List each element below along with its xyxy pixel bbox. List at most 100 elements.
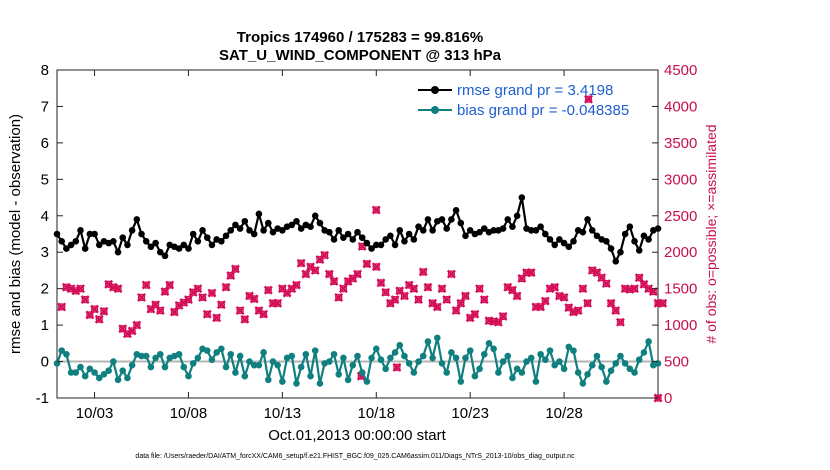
circle-marker xyxy=(208,289,216,297)
bias-point xyxy=(128,361,136,369)
rmse-point xyxy=(551,241,559,249)
bias-point xyxy=(288,352,296,360)
obs-count-marker xyxy=(578,284,588,294)
obs-count-series xyxy=(57,94,668,403)
rmse-point xyxy=(382,236,389,243)
rmse-point xyxy=(457,219,465,227)
rmse-point xyxy=(227,227,235,234)
bias-point xyxy=(189,360,197,367)
bias-point xyxy=(236,352,244,360)
circle-marker xyxy=(330,277,338,286)
bias-point xyxy=(100,371,108,378)
rmse-point xyxy=(161,252,169,260)
rmse-point xyxy=(635,247,643,254)
rmse-series xyxy=(53,194,662,265)
axes: -1 0 1 2 3 4 5 6 7 8 0 500 1000 1500 2000 2500 3000 3500 4… xyxy=(36,62,698,422)
obs-count-marker xyxy=(301,269,311,279)
obs-count-marker xyxy=(169,307,179,317)
y2-tick-label: 4000 xyxy=(664,98,697,115)
y-tick-label: 4 xyxy=(41,208,49,225)
rmse-point xyxy=(81,245,89,252)
bias-point xyxy=(419,352,427,360)
bias-point xyxy=(532,378,540,385)
bias-point xyxy=(95,374,103,382)
circle-marker xyxy=(419,268,427,276)
bias-point xyxy=(142,352,150,360)
rmse-point xyxy=(499,225,507,232)
obs-count-marker xyxy=(409,284,419,294)
bias-point xyxy=(612,360,620,367)
rmse-point xyxy=(391,241,399,249)
circle-marker xyxy=(574,306,582,315)
obs-count-marker xyxy=(526,268,536,278)
circle-marker xyxy=(278,284,287,293)
circle-marker xyxy=(320,251,329,259)
legend-rmse-label: rmse grand pr = 3.4198 xyxy=(457,82,613,99)
circle-marker xyxy=(283,289,291,297)
obs-count-marker xyxy=(451,306,461,315)
bias-point xyxy=(617,352,624,360)
bias-point xyxy=(91,369,98,376)
bias-point xyxy=(227,350,235,358)
obs-count-marker xyxy=(432,302,442,312)
circle-marker xyxy=(273,299,282,307)
rmse-point xyxy=(593,232,601,240)
circle-marker xyxy=(161,287,169,296)
y-axis-label: rmse and bias (model - observation) xyxy=(7,114,24,354)
circle-marker xyxy=(194,284,202,293)
circle-marker xyxy=(508,286,517,294)
rmse-point xyxy=(504,216,512,223)
bias-point xyxy=(161,363,169,371)
bias-point xyxy=(194,354,202,362)
bias-point xyxy=(241,372,249,380)
rmse-point xyxy=(175,245,183,252)
rmse-point xyxy=(518,194,526,201)
obs-count-marker xyxy=(601,279,611,289)
y2-tick-label: 1500 xyxy=(664,281,697,298)
circle-marker xyxy=(518,274,526,283)
bias-point xyxy=(307,372,314,380)
bias-point xyxy=(485,340,493,347)
circle-marker xyxy=(231,265,240,273)
bias-point xyxy=(260,349,267,356)
bias-point xyxy=(368,354,375,362)
rmse-point xyxy=(335,227,343,234)
obs-count-marker xyxy=(371,205,381,215)
bias-point xyxy=(513,365,521,373)
rmse-point xyxy=(354,228,361,236)
rmse-point xyxy=(621,230,629,238)
bias-point xyxy=(58,347,65,354)
obs-count-marker xyxy=(184,295,193,305)
bias-point xyxy=(626,365,634,373)
bias-point xyxy=(560,365,568,373)
bias-point xyxy=(114,376,122,384)
rmse-point xyxy=(452,207,460,214)
circle-marker xyxy=(151,301,160,309)
obs-count-marker xyxy=(512,291,522,301)
obs-count-marker xyxy=(259,309,269,319)
obs-count-marker xyxy=(414,295,423,305)
bias-point xyxy=(63,350,70,358)
bias-point xyxy=(570,347,577,354)
data-file-footer: data file: /Users/raeder/DAI/ATM_forcXX/… xyxy=(135,453,575,460)
bias-point xyxy=(401,352,408,360)
rmse-point xyxy=(297,225,305,232)
circle-marker xyxy=(119,325,127,333)
obs-count-marker xyxy=(320,250,330,260)
obs-count-marker xyxy=(338,284,348,294)
chart-title: Tropics 174960 / 175283 = 99.816% xyxy=(237,29,483,46)
rmse-point xyxy=(189,230,197,238)
bias-point xyxy=(405,360,413,367)
circle-marker xyxy=(198,293,207,302)
rmse-point xyxy=(152,239,159,247)
bias-point xyxy=(509,374,516,382)
circle-marker xyxy=(410,284,418,293)
circle-marker xyxy=(584,95,593,103)
y2-tick-label: 1000 xyxy=(664,317,697,334)
bias-point xyxy=(579,380,587,387)
circle-marker xyxy=(536,303,545,311)
obs-count-marker xyxy=(80,295,90,305)
rmse-point xyxy=(607,245,615,252)
rmse-point xyxy=(269,228,277,236)
